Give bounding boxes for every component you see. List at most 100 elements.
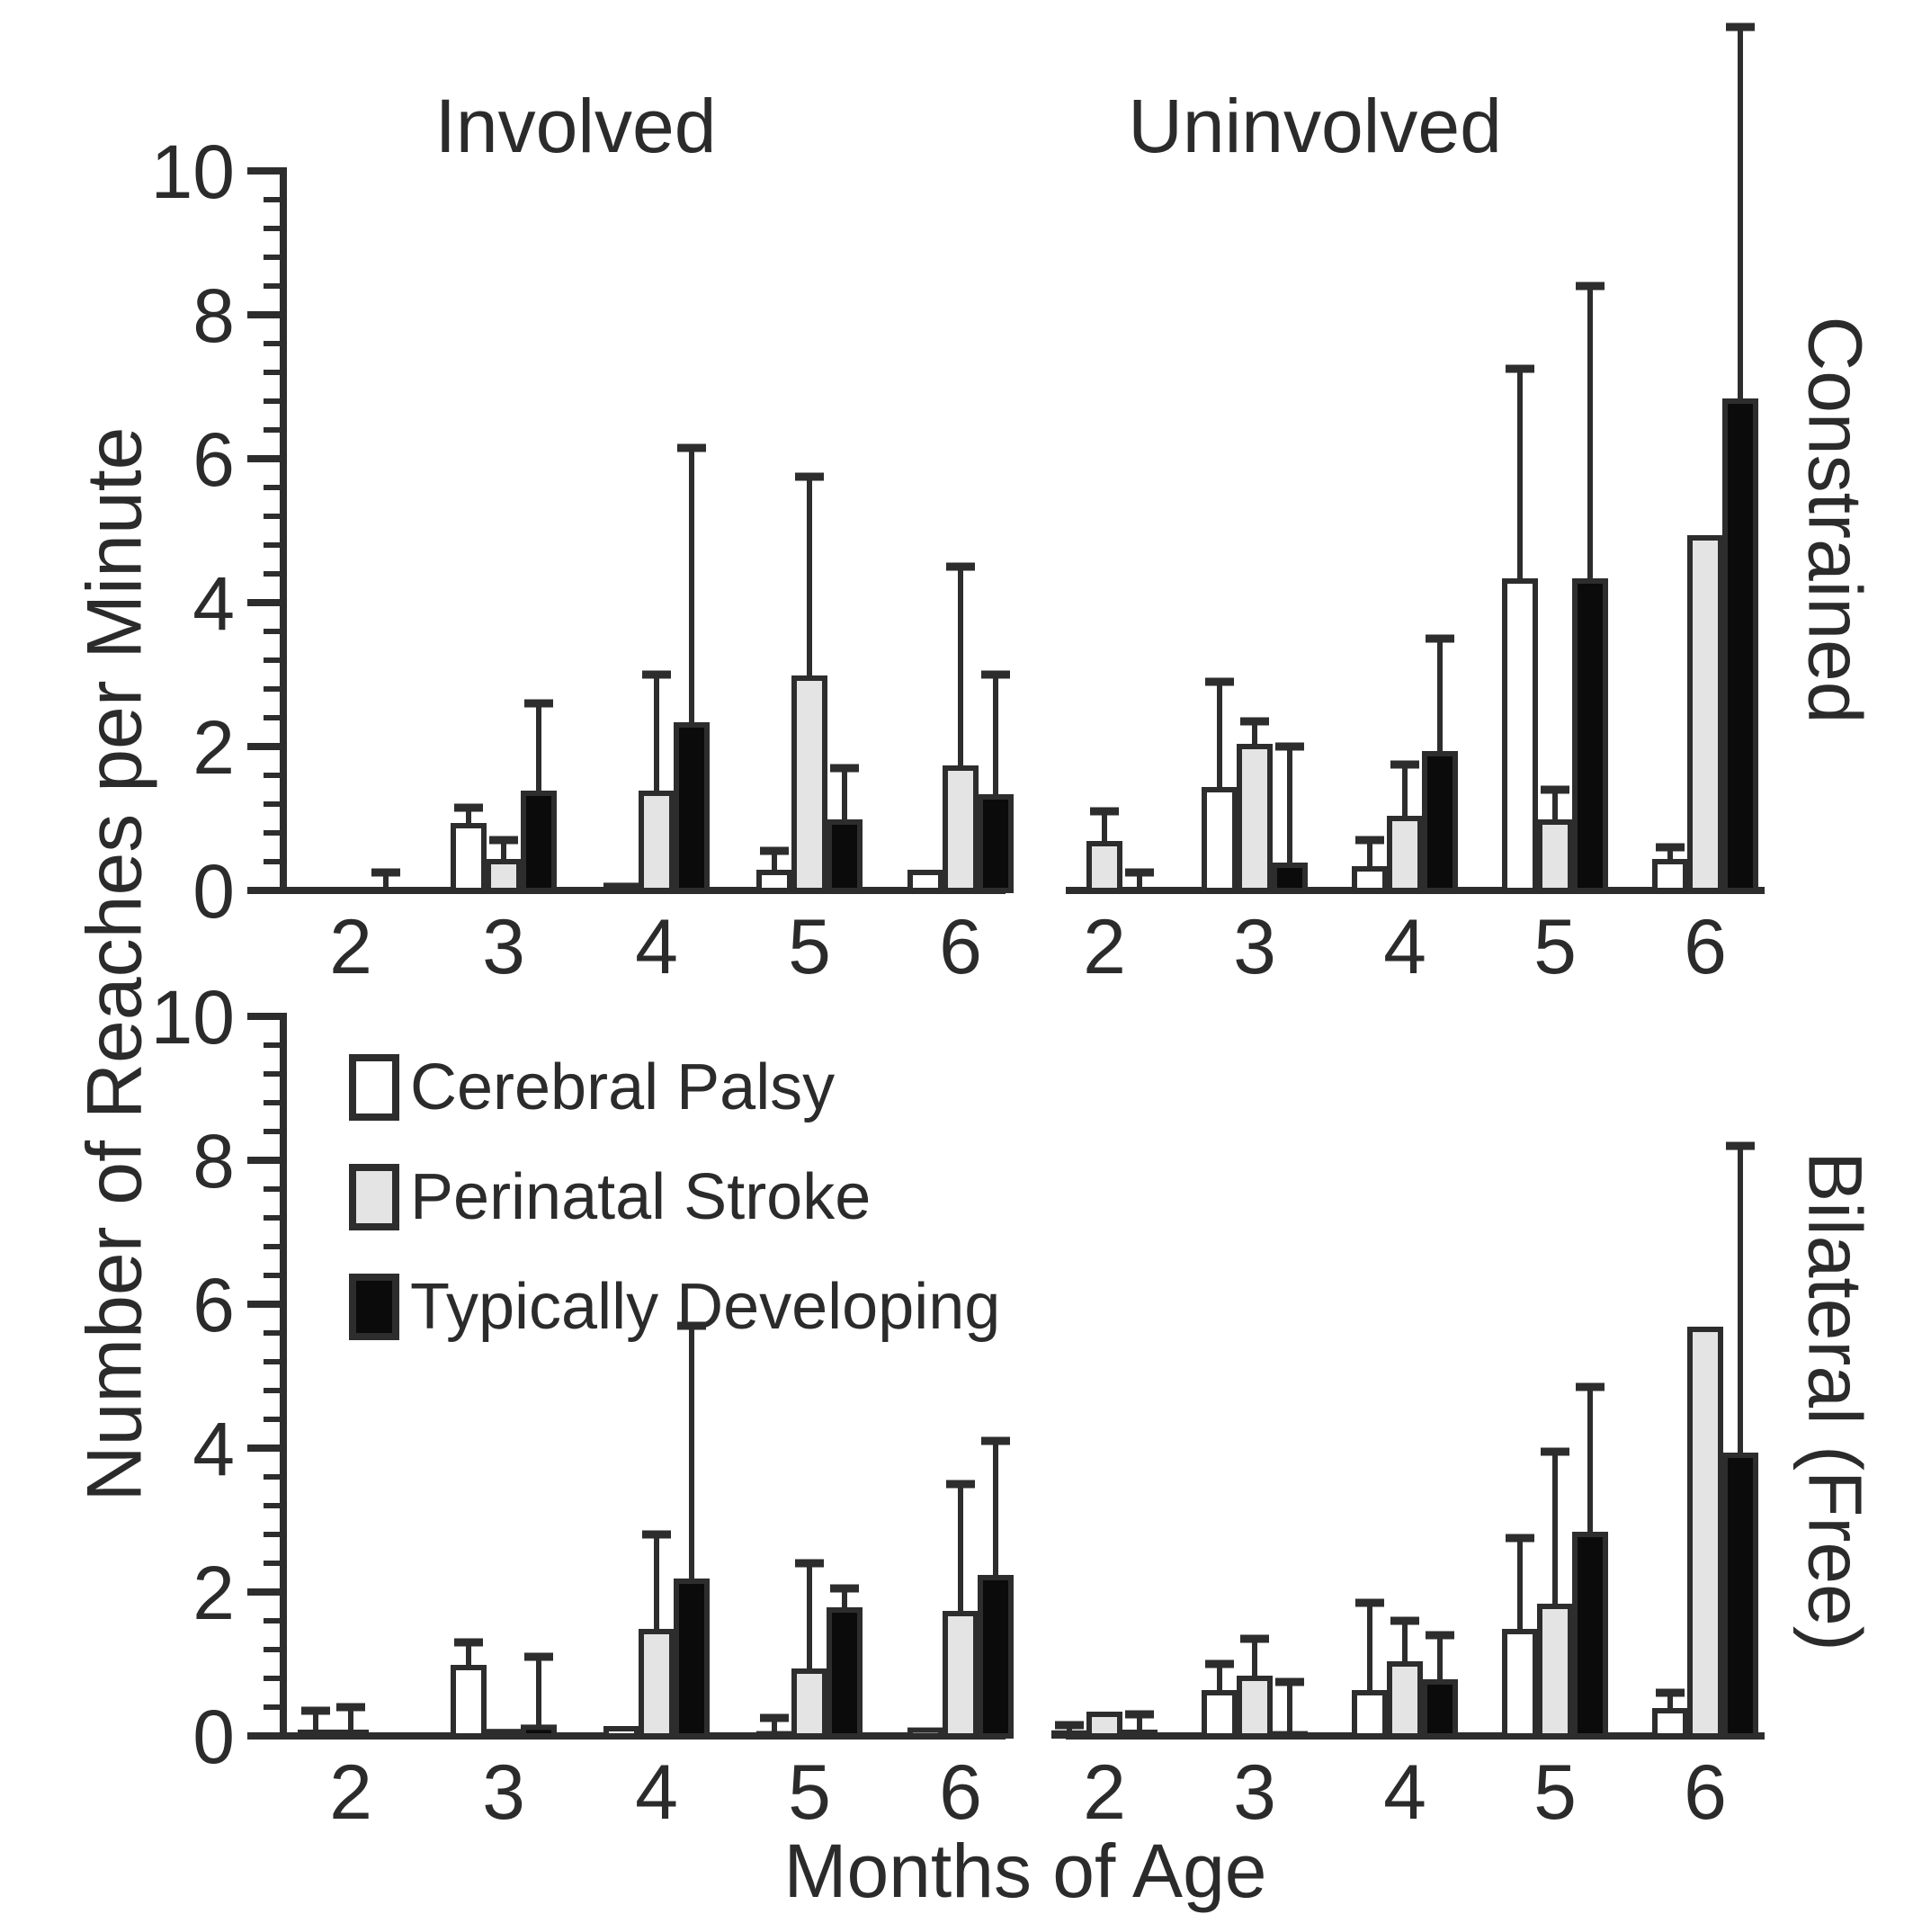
y-tick-label: 8 — [192, 273, 235, 358]
bar-involved-bilateral-free-m2-cerebral-palsy — [298, 1730, 334, 1739]
y-tick-label: 4 — [192, 561, 235, 646]
bar-uninvolved-bilateral-free-m2-perinatal-stroke — [1086, 1712, 1122, 1739]
legend-item-perinatal-stroke: Perinatal Stroke — [349, 1142, 1000, 1252]
bar-uninvolved-bilateral-free-m3-typically-developing — [1272, 1731, 1308, 1739]
y-tick-label: 6 — [192, 1263, 235, 1347]
bar-involved-bilateral-free-m3-perinatal-stroke — [486, 1729, 522, 1739]
bar-involved-constrained-m6-cerebral-palsy — [907, 870, 943, 893]
legend: Cerebral Palsy Perinatal Stroke Typicall… — [349, 1033, 1000, 1362]
bar-uninvolved-bilateral-free-m6-typically-developing — [1722, 1453, 1758, 1739]
bar-uninvolved-bilateral-free-m4-typically-developing — [1422, 1679, 1458, 1739]
bar-uninvolved-constrained-m4-cerebral-palsy — [1352, 866, 1388, 893]
x-axis-title: Months of Age — [783, 1829, 1267, 1913]
x-tick-label-month-2: 2 — [1083, 904, 1126, 990]
bar-involved-bilateral-free-m5-typically-developing — [827, 1607, 863, 1739]
legend-label-typically-developing: Typically Developing — [410, 1271, 1001, 1343]
x-tick-label-month-4: 4 — [1383, 904, 1426, 990]
bar-uninvolved-bilateral-free-m3-perinatal-stroke — [1237, 1676, 1273, 1739]
legend-label-cerebral-palsy: Cerebral Palsy — [410, 1051, 836, 1123]
bar-uninvolved-constrained-m3-perinatal-stroke — [1237, 744, 1273, 893]
bar-uninvolved-bilateral-free-m5-cerebral-palsy — [1502, 1629, 1538, 1739]
panel-involved-bilateral-free: 0 2 4 6 8 10 2 3 4 5 6 — [151, 975, 1014, 1836]
y-tick-label: 10 — [151, 130, 235, 214]
y-tick-label: 6 — [192, 417, 235, 502]
bar-uninvolved-constrained-m3-typically-developing — [1272, 863, 1308, 893]
x-tick-label-month-6: 6 — [939, 904, 982, 990]
panel-uninvolved-bilateral-free: 2 3 4 5 6 — [1051, 1141, 1765, 1836]
bar-involved-bilateral-free-m5-perinatal-stroke — [791, 1668, 827, 1739]
bar-involved-bilateral-free-m6-perinatal-stroke — [943, 1611, 979, 1739]
bar-involved-bilateral-free-m3-cerebral-palsy — [451, 1665, 487, 1739]
bar-involved-constrained-m3-cerebral-palsy — [451, 823, 487, 893]
bar-uninvolved-constrained-m6-typically-developing — [1722, 398, 1758, 893]
x-tick-label-month-3: 3 — [482, 1749, 525, 1836]
bar-involved-bilateral-free-m4-typically-developing — [674, 1579, 710, 1739]
bar-uninvolved-bilateral-free-m6-perinatal-stroke — [1687, 1327, 1723, 1739]
y-tick-label: 10 — [151, 975, 235, 1060]
bar-uninvolved-bilateral-free-m3-cerebral-palsy — [1202, 1690, 1238, 1739]
bar-uninvolved-constrained-m3-cerebral-palsy — [1202, 787, 1238, 893]
x-tick-label-month-2: 2 — [329, 1749, 372, 1836]
bar-involved-constrained-m4-cerebral-palsy — [603, 882, 639, 894]
bar-involved-constrained-m6-typically-developing — [978, 794, 1014, 893]
bar-involved-constrained-m5-cerebral-palsy — [756, 870, 792, 893]
x-tick-label-month-6: 6 — [1684, 1749, 1727, 1836]
x-tick-label-month-5: 5 — [788, 1749, 831, 1836]
legend-item-cerebral-palsy: Cerebral Palsy — [349, 1033, 1000, 1142]
bar-uninvolved-bilateral-free-m4-perinatal-stroke — [1387, 1661, 1423, 1739]
x-tick-label-month-5: 5 — [1533, 1749, 1577, 1836]
bar-involved-bilateral-free-m6-typically-developing — [978, 1575, 1014, 1739]
bar-involved-bilateral-free-m4-cerebral-palsy — [603, 1726, 639, 1739]
y-axis-title: Number of Reaches per Minute — [71, 426, 158, 1502]
bar-uninvolved-constrained-m6-cerebral-palsy — [1652, 859, 1688, 893]
x-tick-label-month-3: 3 — [1233, 904, 1276, 990]
panel-title-involved: Involved — [434, 84, 717, 168]
x-tick-label-month-2: 2 — [329, 904, 372, 990]
panel-title-uninvolved: Uninvolved — [1128, 84, 1502, 168]
y-tick-label: 2 — [192, 705, 235, 790]
bar-uninvolved-constrained-m5-cerebral-palsy — [1502, 578, 1538, 893]
x-tick-label-month-3: 3 — [1233, 1749, 1276, 1836]
x-tick-label-month-5: 5 — [788, 904, 831, 990]
bar-uninvolved-bilateral-free-m6-cerebral-palsy — [1652, 1708, 1688, 1739]
bar-uninvolved-constrained-m4-perinatal-stroke — [1387, 816, 1423, 893]
bar-involved-constrained-m4-perinatal-stroke — [639, 791, 675, 893]
x-tick-label-month-4: 4 — [635, 1749, 678, 1836]
x-tick-label-month-4: 4 — [635, 904, 678, 990]
legend-swatch-typically-developing — [349, 1274, 399, 1340]
panel-uninvolved-constrained: 2 3 4 5 6 — [1066, 22, 1765, 990]
legend-item-typically-developing: Typically Developing — [349, 1252, 1000, 1362]
y-tick-label: 2 — [192, 1551, 235, 1635]
bar-involved-constrained-m4-typically-developing — [674, 722, 710, 893]
x-tick-label-month-6: 6 — [1684, 904, 1727, 990]
bar-uninvolved-bilateral-free-m5-perinatal-stroke — [1537, 1604, 1573, 1739]
row-title-bilateral-free: Bilateral (Free) — [1792, 1151, 1878, 1651]
bar-involved-constrained-m3-perinatal-stroke — [486, 859, 522, 893]
bar-involved-bilateral-free-m4-perinatal-stroke — [639, 1629, 675, 1739]
y-tick-label: 4 — [192, 1407, 235, 1491]
bar-uninvolved-constrained-m5-perinatal-stroke — [1537, 819, 1573, 893]
x-tick-label-month-6: 6 — [939, 1749, 982, 1836]
bar-involved-constrained-m3-typically-developing — [521, 791, 557, 893]
bar-uninvolved-constrained-m5-typically-developing — [1572, 578, 1608, 893]
bar-uninvolved-bilateral-free-m4-cerebral-palsy — [1352, 1690, 1388, 1739]
y-tick-label: 0 — [192, 849, 235, 934]
legend-label-perinatal-stroke: Perinatal Stroke — [410, 1161, 872, 1233]
x-tick-label-month-4: 4 — [1383, 1749, 1426, 1836]
bar-involved-constrained-m6-perinatal-stroke — [943, 765, 979, 893]
bar-uninvolved-bilateral-free-m5-typically-developing — [1572, 1532, 1608, 1739]
bar-involved-bilateral-free-m2-perinatal-stroke — [333, 1730, 369, 1739]
legend-swatch-perinatal-stroke — [349, 1164, 399, 1230]
panel-involved-constrained: 0 2 4 6 8 10 2 3 4 5 6 — [151, 130, 1014, 990]
bar-uninvolved-constrained-m2-perinatal-stroke — [1086, 841, 1122, 893]
bar-involved-bilateral-free-m3-typically-developing — [521, 1724, 557, 1740]
x-tick-label-month-5: 5 — [1533, 904, 1577, 990]
bar-uninvolved-constrained-m4-typically-developing — [1422, 751, 1458, 893]
bar-involved-bilateral-free-m5-cerebral-palsy — [756, 1731, 792, 1739]
x-tick-label-month-2: 2 — [1083, 1749, 1126, 1836]
bar-involved-constrained-m5-perinatal-stroke — [791, 675, 827, 893]
y-tick-label: 0 — [192, 1695, 235, 1779]
legend-swatch-cerebral-palsy — [349, 1054, 399, 1121]
y-tick-label: 8 — [192, 1119, 235, 1203]
